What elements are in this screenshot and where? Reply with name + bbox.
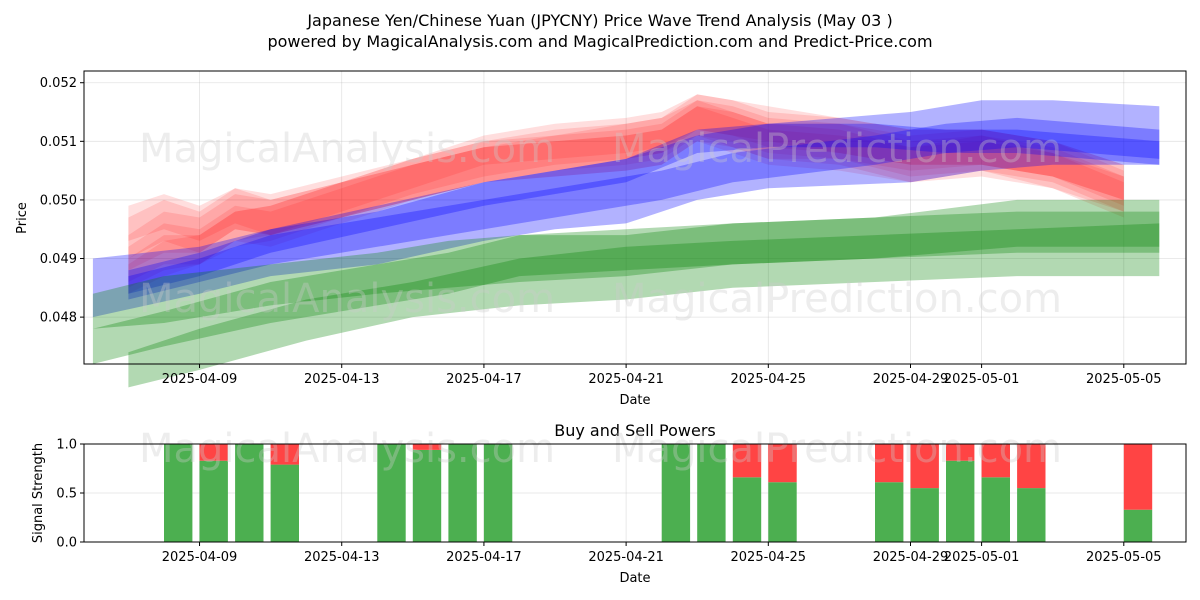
signal-y-tick-label-0: 0.0 bbox=[56, 536, 77, 551]
band-red-2 bbox=[128, 100, 1124, 294]
signal-y-tick-label-2: 1.0 bbox=[56, 438, 77, 453]
buy-bar-2025-05-05 bbox=[1123, 509, 1153, 542]
signal-axis-ticks: 2025-04-09 2025-04-13 2025-04-17 2025-04-21… bbox=[56, 438, 1161, 566]
price-bands bbox=[92, 94, 1160, 388]
watermark-analysis-mid: MagicalAnalysis.com bbox=[139, 276, 555, 322]
sell-bar-2025-05-02 bbox=[1017, 444, 1046, 489]
band-green-11 bbox=[128, 223, 1160, 388]
sell-bar-2025-04-24 bbox=[732, 444, 762, 478]
price-y-tick-label-3: 0.051 bbox=[40, 135, 77, 150]
band-red-0 bbox=[128, 100, 1124, 259]
buy-bar-2025-04-23 bbox=[697, 444, 726, 542]
sell-bar-2025-04-29 bbox=[910, 444, 939, 489]
band-green-10 bbox=[92, 211, 1160, 364]
buy-bar-2025-04-24 bbox=[732, 477, 762, 542]
price-x-tick-label-7: 2025-05-05 bbox=[1086, 372, 1162, 387]
band-blue-7 bbox=[128, 117, 1160, 300]
price-y-tick-label-2: 0.050 bbox=[40, 193, 77, 208]
price-x-tick-label-2: 2025-04-17 bbox=[446, 372, 522, 387]
buy-bar-2025-04-09 bbox=[199, 460, 228, 542]
buy-bar-2025-04-17 bbox=[483, 444, 513, 542]
buy-bar-2025-05-01 bbox=[981, 477, 1010, 542]
buy-bar-2025-04-15 bbox=[412, 449, 442, 542]
price-y-axis-label: Price bbox=[15, 202, 30, 234]
watermark-analysis-bottom: MagicalAnalysis.com bbox=[139, 426, 555, 472]
signal-x-tick-label-1: 2025-04-13 bbox=[304, 550, 380, 565]
buy-bar-2025-04-08 bbox=[164, 444, 193, 542]
watermark-prediction-top: MagicalPrediction.com bbox=[612, 126, 1062, 172]
buy-bar-2025-04-30 bbox=[946, 460, 975, 542]
price-grid bbox=[84, 71, 1186, 364]
band-red-5 bbox=[128, 94, 1124, 288]
band-red-3 bbox=[128, 106, 1124, 271]
buy-bar-2025-04-14 bbox=[377, 444, 406, 542]
watermark-prediction-bottom: MagicalPrediction.com bbox=[612, 426, 1062, 472]
price-x-tick-label-1: 2025-04-13 bbox=[304, 372, 380, 387]
band-blue-6 bbox=[92, 100, 1160, 318]
signal-y-axis-label: Signal Strength bbox=[31, 443, 46, 543]
sell-bar-2025-04-15 bbox=[412, 444, 442, 450]
price-x-tick-label-5: 2025-04-29 bbox=[873, 372, 949, 387]
signal-bars bbox=[164, 444, 1153, 542]
price-plot-frame bbox=[83, 70, 1187, 365]
signal-watermarks: MagicalAnalysis.com MagicalPrediction.co… bbox=[139, 426, 1062, 472]
signal-x-tick-label-5: 2025-04-29 bbox=[873, 550, 949, 565]
price-x-tick-label-4: 2025-04-25 bbox=[731, 372, 807, 387]
watermark-prediction-mid: MagicalPrediction.com bbox=[612, 276, 1062, 322]
price-x-tick-label-0: 2025-04-09 bbox=[162, 372, 238, 387]
chart-title: Japanese Yen/Chinese Yuan (JPYCNY) Price… bbox=[306, 11, 892, 30]
watermark-analysis-top: MagicalAnalysis.com bbox=[139, 126, 555, 172]
buy-bar-2025-04-25 bbox=[768, 482, 797, 542]
buy-sell-title: Buy and Sell Powers bbox=[554, 421, 716, 440]
signal-y-tick-label-1: 0.5 bbox=[56, 487, 77, 502]
signal-x-axis-label: Date bbox=[619, 571, 650, 586]
sell-bar-2025-04-28 bbox=[875, 444, 904, 483]
sell-bar-2025-05-01 bbox=[981, 444, 1010, 478]
buy-bar-2025-05-02 bbox=[1017, 488, 1046, 542]
buy-sell-panel: Buy and Sell Powers MagicalAnalysis.com … bbox=[31, 421, 1187, 586]
buy-bar-2025-04-11 bbox=[270, 464, 299, 542]
band-green-9 bbox=[92, 199, 1160, 329]
price-x-axis-label: Date bbox=[619, 393, 650, 408]
sell-bar-2025-04-30 bbox=[946, 444, 975, 461]
sell-bar-2025-04-09 bbox=[199, 444, 228, 461]
signal-x-tick-label-6: 2025-05-01 bbox=[944, 550, 1020, 565]
price-y-tick-label-0: 0.048 bbox=[40, 311, 77, 326]
sell-bar-2025-04-11 bbox=[270, 444, 299, 465]
buy-bar-2025-04-16 bbox=[448, 444, 477, 542]
price-x-tick-label-3: 2025-04-21 bbox=[588, 372, 664, 387]
buy-bar-2025-04-29 bbox=[910, 488, 939, 542]
signal-x-tick-label-4: 2025-04-25 bbox=[731, 550, 807, 565]
price-y-tick-label-4: 0.052 bbox=[40, 76, 77, 91]
chart-subtitle: powered by MagicalAnalysis.com and Magic… bbox=[267, 32, 932, 51]
signal-x-tick-label-3: 2025-04-21 bbox=[588, 550, 664, 565]
buy-bar-2025-04-10 bbox=[235, 444, 264, 542]
price-wave-panel: MagicalAnalysis.com MagicalPrediction.co… bbox=[15, 70, 1187, 408]
band-red-4 bbox=[128, 106, 1124, 241]
sell-bar-2025-04-25 bbox=[768, 444, 797, 483]
price-x-tick-label-6: 2025-05-01 bbox=[944, 372, 1020, 387]
band-blue-8 bbox=[128, 123, 1160, 294]
signal-x-tick-label-2: 2025-04-17 bbox=[446, 550, 522, 565]
price-y-tick-label-1: 0.049 bbox=[40, 252, 77, 267]
sell-bar-2025-05-05 bbox=[1123, 444, 1153, 510]
band-red-1 bbox=[128, 94, 1124, 283]
price-watermarks: MagicalAnalysis.com MagicalPrediction.co… bbox=[139, 126, 1062, 322]
price-axis-ticks: 2025-04-09 2025-04-13 2025-04-17 2025-04-21… bbox=[40, 76, 1162, 387]
signal-x-tick-label-0: 2025-04-09 bbox=[162, 550, 238, 565]
buy-bar-2025-04-22 bbox=[661, 444, 691, 542]
signal-x-tick-label-7: 2025-05-05 bbox=[1086, 550, 1162, 565]
buy-bar-2025-04-28 bbox=[875, 482, 904, 542]
